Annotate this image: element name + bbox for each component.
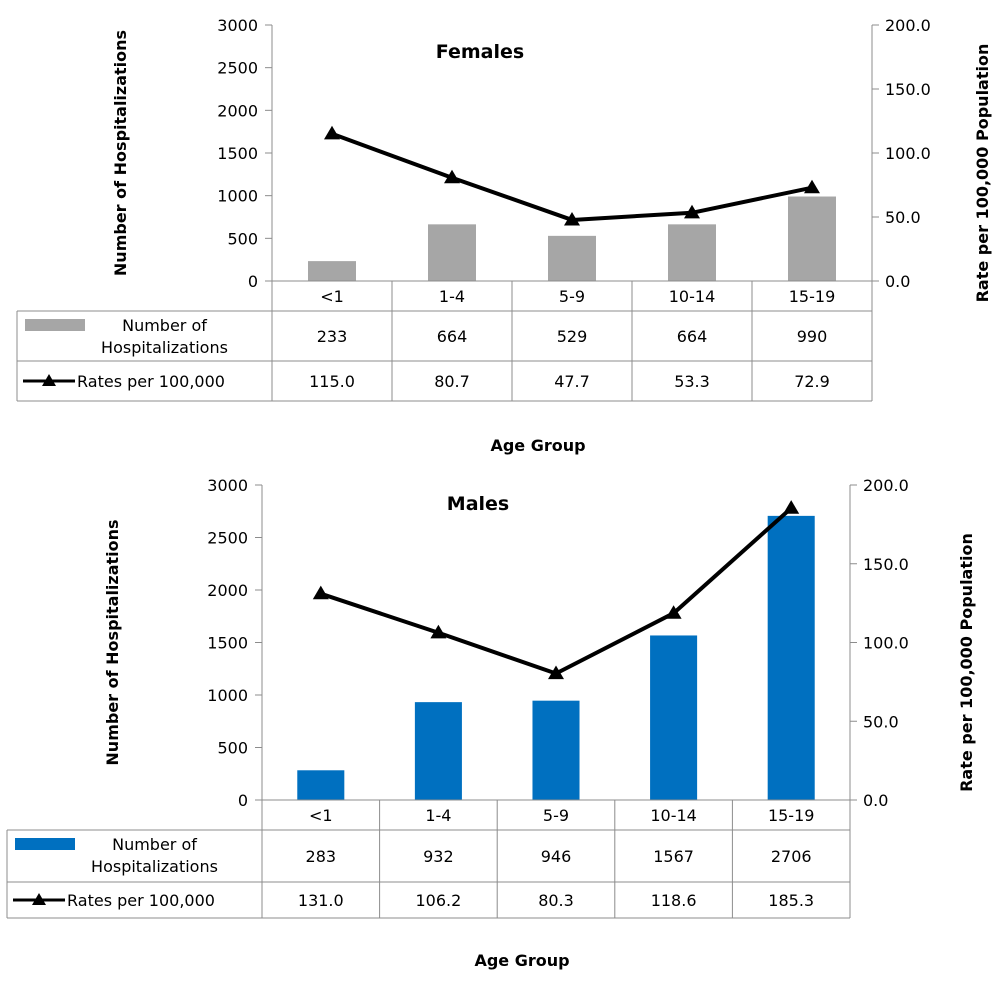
y-axis-title: Number of Hospitalizations [111,30,130,276]
bar-value-cell: 1567 [653,847,694,866]
x-category-label: 10-14 [669,287,716,306]
y-tick-label: 0 [238,791,248,810]
bar-value-cell: 946 [541,847,572,866]
legend-line-marker [42,374,56,386]
rate-value-cell: 80.3 [538,891,574,910]
y-tick-label: 2000 [217,101,258,120]
y-tick-label: 3000 [217,16,258,35]
x-category-label: 15-19 [789,287,836,306]
y2-tick-label: 100.0 [885,144,931,163]
y2-tick-label: 200.0 [863,476,909,495]
chart-panel-males: 0 500 1000 1500 2000 2500 3000 0.0 50.0 100.0 150.… [6,476,976,970]
bar-5-9 [532,700,580,800]
legend-bar-label-line1: Number of [122,316,207,335]
x-category-label: 15-19 [768,806,815,825]
rate-value-cell: 131.0 [298,891,344,910]
y-tick-label: 2000 [207,581,248,600]
legend-bar-swatch [15,838,75,850]
bar-10-14 [650,635,698,800]
rate-marker-15-19 [804,179,820,194]
legend-line-label: Rates per 100,000 [77,372,225,391]
bar-<1 [308,261,356,281]
y-tick-label: 1500 [217,144,258,163]
x-category-label: 5-9 [543,806,569,825]
y-tick-label: 3000 [207,476,248,495]
bar-<1 [297,770,345,800]
x-category-label: 5-9 [559,287,585,306]
rate-marker-<1 [324,125,340,140]
y2-tick-label: 0.0 [863,791,888,810]
y-tick-label: 500 [227,229,258,248]
rate-value-cell: 185.3 [768,891,814,910]
y-tick-label: 2500 [217,59,258,78]
legend-bar-label-line2: Hospitalizations [91,857,218,876]
bar-value-cell: 990 [797,327,828,346]
y2-tick-label: 150.0 [885,80,931,99]
rate-value-cell: 115.0 [309,372,355,391]
x-axis-title: Age Group [474,951,569,970]
rate-value-cell: 118.6 [651,891,697,910]
chart-title: Males [447,493,509,515]
rate-line [320,506,793,676]
x-category-label: 10-14 [650,806,697,825]
bar-value-cell: 664 [437,327,468,346]
bar-5-9 [548,235,596,281]
legend-line-marker [32,893,46,905]
y2-tick-label: 100.0 [863,634,909,653]
x-category-label: 1-4 [425,806,451,825]
rate-line [331,131,813,222]
legend-bar-label-line2: Hospitalizations [101,338,228,357]
x-category-label: <1 [309,806,333,825]
y2-tick-label: 50.0 [885,208,921,227]
y-tick-label: 1000 [217,187,258,206]
y-tick-label: 500 [217,739,248,758]
y2-axis-title: Rate per 100,000 Population [973,44,992,303]
y-tick-label: 1500 [207,634,248,653]
bar-value-cell: 2706 [771,847,812,866]
bar-value-cell: 932 [423,847,454,866]
rate-value-cell: 106.2 [415,891,461,910]
y2-axis-title: Rate per 100,000 Population [957,533,976,792]
bar-15-19 [788,196,836,281]
y2-tick-label: 200.0 [885,16,931,35]
rate-marker-1-4 [430,624,447,639]
rate-value-cell: 47.7 [554,372,590,391]
bar-15-19 [767,515,815,800]
legend-line-label: Rates per 100,000 [67,891,215,910]
rate-value-cell: 53.3 [674,372,710,391]
y-tick-label: 2500 [207,529,248,548]
x-category-label: 1-4 [439,287,465,306]
rate-marker-5-9 [548,665,564,680]
rate-marker-10-14 [684,204,700,219]
y2-tick-label: 150.0 [863,555,909,574]
rate-marker-1-4 [444,169,460,184]
bar-10-14 [668,224,716,281]
chart-panel-females: 0 500 1000 1500 2000 2500 3000 0.0 50.0 100.0 150.… [16,16,992,455]
bar-value-cell: 664 [677,327,708,346]
y2-tick-label: 0.0 [885,272,910,291]
rate-value-cell: 72.9 [794,372,830,391]
y-tick-label: 0 [248,272,258,291]
bar-value-cell: 283 [306,847,337,866]
chart-title: Females [436,41,524,63]
y-tick-label: 1000 [207,686,248,705]
rate-marker-5-9 [564,211,580,226]
y2-tick-label: 50.0 [863,712,899,731]
legend-bar-swatch [25,319,85,331]
bar-1-4 [414,702,462,800]
rate-marker-10-14 [665,605,682,619]
x-axis-title: Age Group [490,436,585,455]
rate-marker-15-19 [783,500,800,514]
bar-1-4 [428,224,476,281]
y-axis-title: Number of Hospitalizations [103,519,122,765]
bar-value-cell: 233 [317,327,348,346]
rate-marker-<1 [312,585,329,600]
x-category-label: <1 [320,287,344,306]
legend-bar-label-line1: Number of [112,835,197,854]
rate-value-cell: 80.7 [434,372,470,391]
bar-value-cell: 529 [557,327,588,346]
